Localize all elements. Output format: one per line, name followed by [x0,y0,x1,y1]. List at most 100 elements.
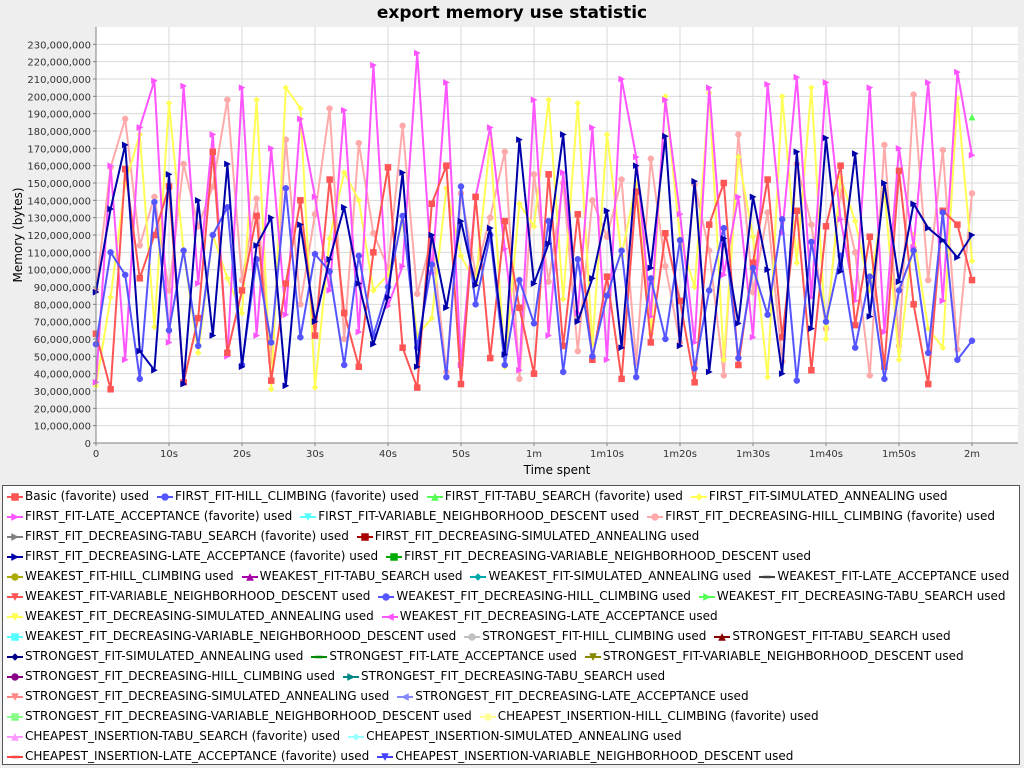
data-point [486,214,494,221]
chart: export memory use statistic 0 10s 20s 30s 40… [11,3,1018,477]
data-point [136,375,144,383]
data-point [618,176,625,183]
legend-row: FIRST_FIT_DECREASING-LATE_ACCEPTANCE (fa… [7,546,819,566]
legend-swatch [377,752,394,761]
data-point [589,124,596,131]
legend-item: WEAKEST_FIT_DECREASING-TABU_SEARCH used [698,586,1006,606]
legend-item: FIRST_FIT-SIMULATED_ANNEALING used [690,486,948,506]
data-point [472,193,479,201]
data-point [924,276,932,284]
y-tick-label: 160,000,000 [27,162,91,173]
legend-swatch [356,532,373,541]
data-point [632,373,640,381]
legend-item: STRONGEST_FIT-HILL_CLIMBING used [464,626,706,646]
legend-label: FIRST_FIT-SIMULATED_ANNEALING used [708,489,948,503]
legend-swatch-marker [381,752,390,761]
legend-item: WEAKEST_FIT-VARIABLE_NEIGHBORHOOD_DESCEN… [7,586,370,606]
data-point [720,372,728,379]
data-point [267,339,275,346]
data-point [793,259,801,267]
data-point [705,221,713,228]
x-tick-labels: 0 10s 20s 30s 40s 50s 1m 1m10s 1m20s 1m30s 1m40s 1m… [93,443,980,460]
data-point [895,144,903,152]
data-point [939,344,947,352]
legend-item: STRONGEST_FIT_DECREASING-LATE_ACCEPTANCE… [397,686,749,706]
legend-label: CHEAPEST_INSERTION-LATE_ACCEPTANCE (favo… [25,749,370,763]
y-tick-label: 200,000,000 [27,92,91,103]
legend-swatch-marker [468,632,476,641]
legend-swatch [343,672,360,681]
data-point [691,283,698,291]
legend-item: WEAKEST_FIT_DECREASING-LATE_ACCEPTANCE u… [381,606,718,626]
legend-label: STRONGEST_FIT-LATE_ACCEPTANCE used [329,649,577,663]
data-point [443,162,450,169]
legend-item: STRONGEST_FIT-VARIABLE_NEIGHBORHOOD_DESC… [584,646,964,666]
data-point [968,231,976,239]
y-tick-label: 180,000,000 [27,127,91,138]
legend-label: WEAKEST_FIT-VARIABLE_NEIGHBORHOOD_DESCEN… [25,589,371,603]
data-point [209,131,217,138]
data-point [808,366,815,374]
data-point [516,200,523,208]
data-point [253,241,261,249]
data-point [866,313,874,320]
data-point [851,150,859,157]
legend-swatch [479,712,496,721]
legend-swatch-marker [382,592,391,601]
data-point [881,375,888,383]
data-point [180,82,188,90]
data-point [326,287,334,294]
data-point [822,335,830,343]
data-point [662,132,669,140]
data-point [837,215,845,223]
legend-swatch-marker [483,712,492,721]
data-point [851,344,859,351]
y-tick-label: 70,000,000 [34,318,91,329]
data-point [282,311,290,319]
data-point [808,84,815,92]
legend-item: WEAKEST_FIT-LATE_ACCEPTANCE used [759,566,1009,586]
data-point [282,382,290,390]
legend-label: STRONGEST_FIT_DECREASING-VARIABLE_NEIGHB… [25,709,472,723]
data-point [939,236,947,244]
legend-row: FIRST_FIT_DECREASING-TABU_SEARCH (favori… [7,526,707,546]
legend-swatch-marker [11,492,19,501]
data-point [749,333,757,341]
data-point [340,106,348,114]
data-point [647,155,655,162]
data-point [808,238,815,246]
data-point [413,363,421,371]
data-point [180,247,187,254]
data-point [267,377,275,384]
data-point [632,162,640,170]
legend-label: STRONGEST_FIT_DECREASING-TABU_SEARCH use… [361,669,666,683]
data-point [618,344,626,352]
legend-swatch-marker [430,492,439,501]
data-point [559,295,567,303]
y-tick-label: 120,000,000 [27,231,91,242]
data-point [297,197,304,204]
data-point [121,141,129,149]
legend-item: STRONGEST_FIT_DECREASING-VARIABLE_NEIGHB… [7,706,472,726]
legend-swatch-marker [11,552,20,561]
legend-label: WEAKEST_FIT_DECREASING-HILL_CLIMBING use… [396,589,691,603]
data-point [691,365,698,372]
legend-item: FIRST_FIT-TABU_SEARCH (favorite) used [426,486,683,506]
data-point [764,80,772,88]
data-point [808,221,815,228]
legend-swatch [584,652,601,661]
chart-title: export memory use statistic [377,3,647,23]
data-point [151,198,158,206]
data-point [603,131,611,138]
data-point [764,311,771,318]
legend-label: FIRST_FIT-TABU_SEARCH (favorite) used [444,489,683,503]
data-point [224,96,231,104]
legend-swatch-marker [11,592,19,601]
legend-swatch-marker [11,755,19,758]
y-tick-label: 210,000,000 [27,75,91,86]
data-point [136,275,144,282]
legend-swatch [647,512,664,521]
legend-swatch [241,572,258,581]
data-point [282,84,290,92]
legend-item: STRONGEST_FIT-SIMULATED_ANNEALING used [7,646,303,666]
